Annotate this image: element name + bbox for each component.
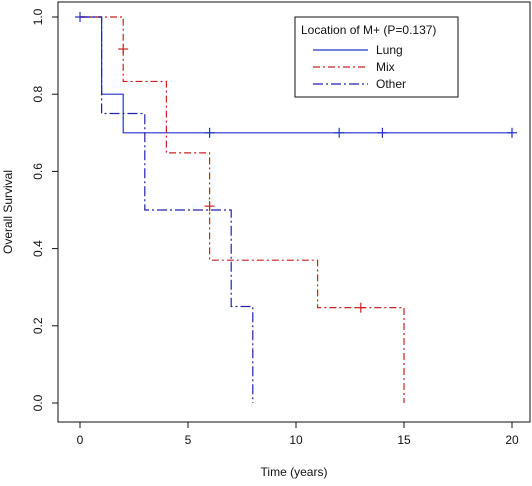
y-axis-label: Overall Survival: [1, 170, 15, 254]
x-axis-label: Time (years): [261, 465, 328, 479]
censor-mark: [334, 127, 345, 138]
legend-item-other: Other: [313, 77, 406, 91]
x-tick-label: 0: [77, 433, 84, 447]
x-axis: 0 5 10 15 20: [77, 422, 519, 447]
legend-item-lung: Lung: [313, 43, 403, 57]
x-tick-label: 20: [505, 433, 519, 447]
series-line-other: [80, 16, 254, 403]
legend-label: Lung: [376, 43, 403, 57]
legend: Location of M+ (P=0.137) Lung Mix Other: [294, 16, 459, 98]
legend-item-mix: Mix: [313, 60, 395, 74]
y-tick-label: 1.0: [31, 8, 45, 25]
censor-mark: [377, 127, 388, 138]
legend-label: Other: [376, 77, 406, 91]
series-line-mix: [80, 16, 405, 403]
series-layer: [75, 12, 517, 403]
x-tick-label: 10: [289, 433, 303, 447]
y-tick-label: 0.0: [31, 394, 45, 411]
x-tick-label: 15: [397, 433, 411, 447]
censor-mark: [507, 127, 517, 138]
series-other: [80, 16, 254, 403]
censor-mark: [355, 302, 366, 313]
legend-label: Mix: [376, 60, 395, 74]
y-tick-label: 0.4: [31, 240, 45, 257]
censor-mark: [118, 44, 129, 55]
legend-title: Location of M+ (P=0.137): [301, 23, 436, 37]
series-mix: [80, 16, 405, 403]
legend-items: Lung Mix Other: [313, 43, 406, 91]
y-tick-label: 0.8: [31, 86, 45, 103]
censor-mark: [204, 201, 215, 212]
y-axis: 0.0 0.2 0.4 0.6 0.8 1.0: [31, 8, 58, 411]
x-tick-label: 5: [185, 433, 192, 447]
censor-mark: [204, 127, 215, 138]
y-tick-label: 0.2: [31, 317, 45, 334]
y-tick-label: 0.6: [31, 163, 45, 180]
plot-frame: [57, 1, 531, 423]
